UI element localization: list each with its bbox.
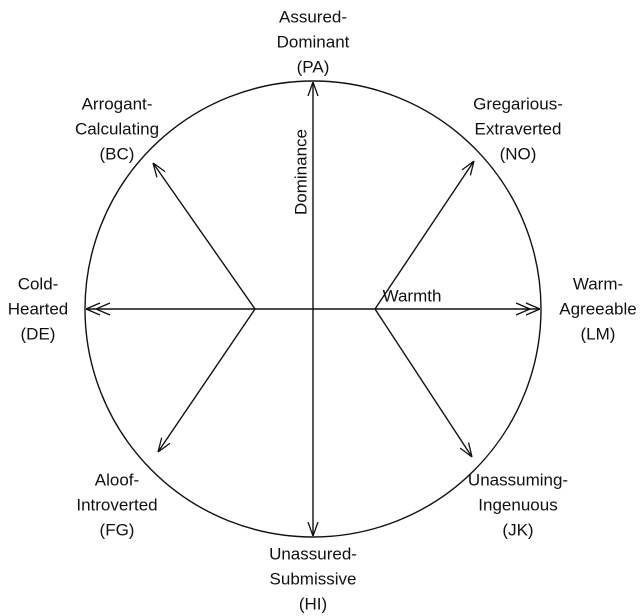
- octant-label: (JK): [502, 520, 533, 539]
- octant-label: (DE): [21, 324, 56, 343]
- arrow: [374, 161, 474, 310]
- octant-label: Unassuming-: [468, 470, 568, 489]
- octant-label: (HI): [299, 594, 327, 613]
- octant-label: (PA): [297, 57, 330, 76]
- octant-label: Introverted: [76, 495, 157, 514]
- arrow: [374, 308, 472, 457]
- octant-label: Extraverted: [475, 119, 562, 138]
- octant-label: Gregarious-: [473, 94, 563, 113]
- octant-label: Aloof-: [95, 470, 139, 489]
- octant-label: Calculating: [75, 119, 159, 138]
- octant-label: Dominant: [277, 32, 350, 51]
- octant-label: Agreeable: [559, 299, 637, 318]
- octant-label: Assured-: [279, 7, 347, 26]
- axis-label: Dominance: [291, 129, 310, 215]
- octant-label: Submissive: [270, 569, 357, 588]
- arrow: [158, 308, 256, 452]
- octant-label: Hearted: [8, 299, 68, 318]
- octant-label: (FG): [100, 520, 135, 539]
- octant-label: (BC): [100, 144, 135, 163]
- octant-label: (LM): [581, 324, 616, 343]
- arrow: [153, 163, 256, 310]
- octant-label: Warm-: [573, 274, 623, 293]
- octant-label: Ingenuous: [478, 495, 557, 514]
- axis-label: Warmth: [383, 286, 442, 305]
- octant-label: Cold-: [18, 274, 59, 293]
- octant-label: Unassured-: [269, 544, 357, 563]
- octant-label: Arrogant-: [82, 94, 153, 113]
- circle: [84, 80, 542, 538]
- octant-label: (NO): [500, 144, 537, 163]
